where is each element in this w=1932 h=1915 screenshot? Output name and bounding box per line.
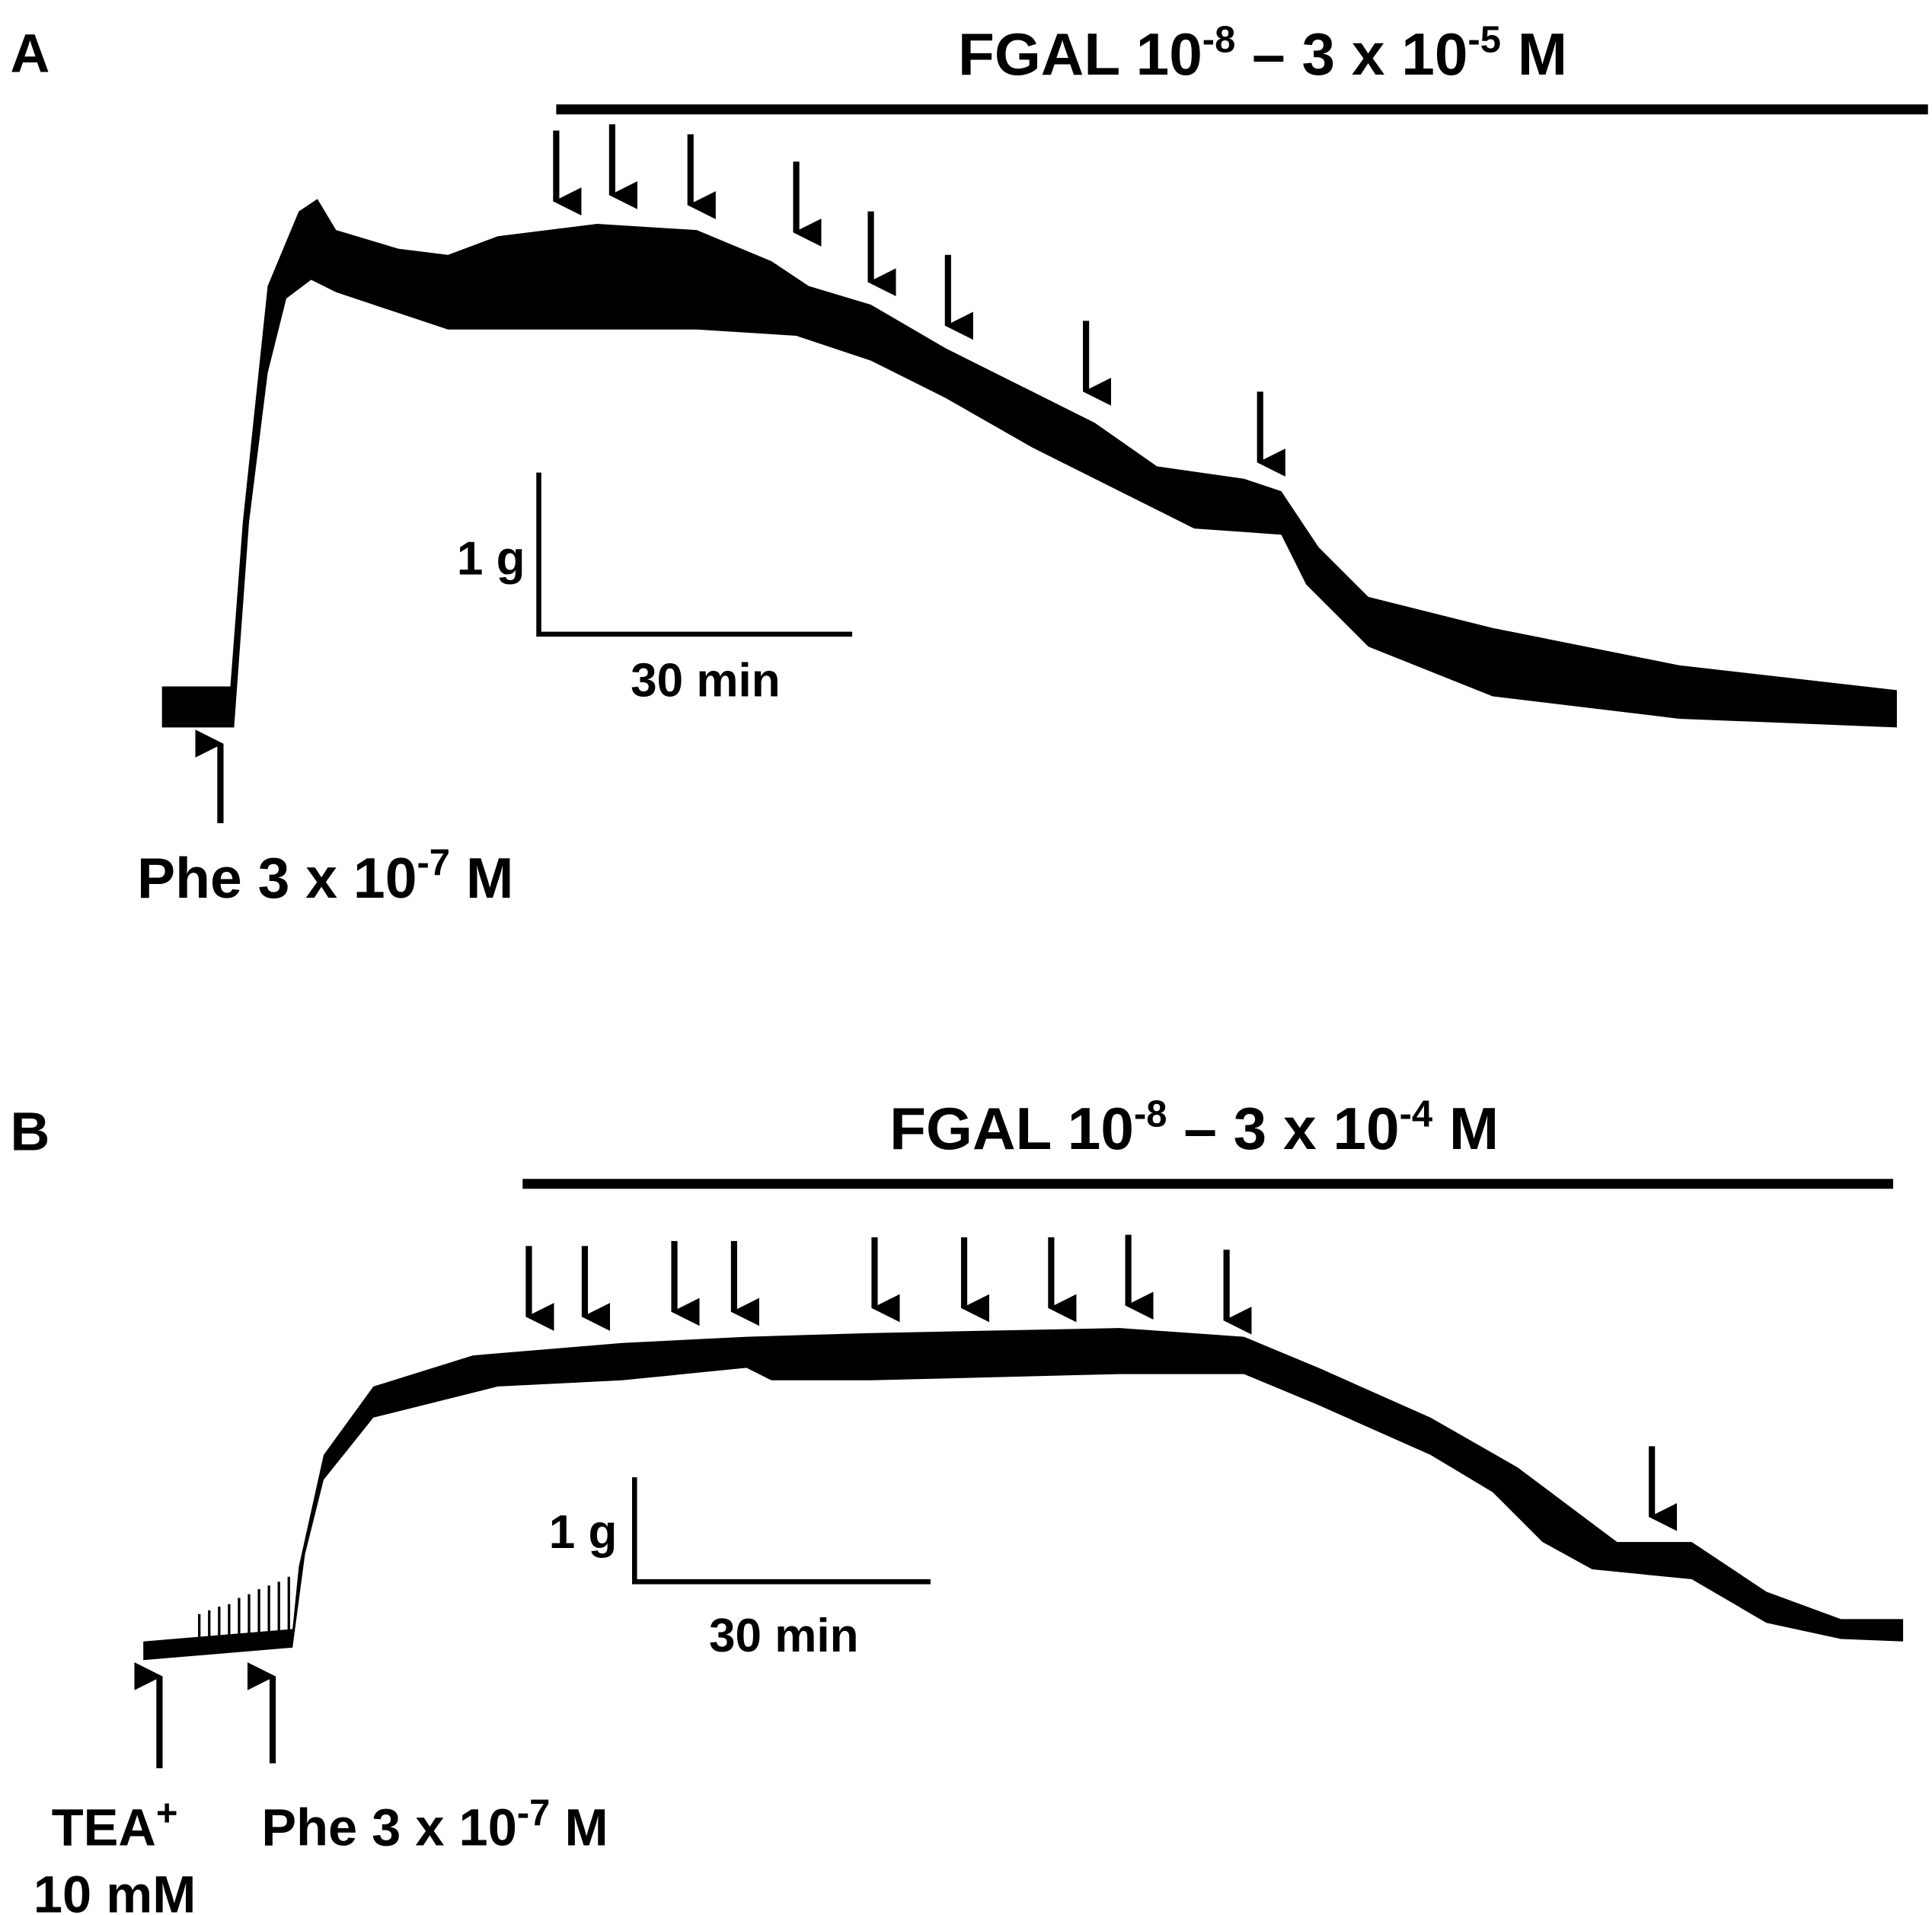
panel-label: A bbox=[10, 24, 49, 85]
text-part: FGAL 10 bbox=[958, 21, 1202, 88]
text-part: FGAL 10 bbox=[889, 1095, 1134, 1162]
text-part: M bbox=[1432, 1095, 1499, 1162]
phe-label: Phe 3 x 10-7 M bbox=[137, 843, 513, 910]
trace-spikes bbox=[198, 1576, 290, 1644]
scale-bar bbox=[632, 1477, 931, 1585]
phe-label: Phe 3 x 10-7 M bbox=[261, 1792, 608, 1856]
scale-time: 30 min bbox=[709, 1610, 859, 1662]
text-part: -5 bbox=[1467, 20, 1501, 61]
text-part: -7 bbox=[517, 1792, 551, 1834]
panel-b: B FGAL 10-8 – 3 x 10-4 M 1 g 30 min Phe … bbox=[10, 1094, 1904, 1915]
drug-label: FGAL 10-8 – 3 x 10-5 M bbox=[958, 20, 1567, 88]
tension-trace bbox=[161, 199, 1897, 728]
tension-trace bbox=[143, 1328, 1904, 1661]
text-part: -8 bbox=[1134, 1094, 1167, 1135]
tea-concentration: 10 mM bbox=[34, 1866, 196, 1915]
tea-label: TEA+ bbox=[52, 1792, 178, 1856]
text-part: TEA bbox=[52, 1799, 156, 1857]
text-part: Phe 3 x 10 bbox=[261, 1799, 517, 1857]
text-part: – 3 x 10 bbox=[1235, 21, 1467, 88]
drug-label: FGAL 10-8 – 3 x 10-4 M bbox=[889, 1094, 1499, 1162]
text-part: M bbox=[450, 846, 513, 910]
dose-arrows bbox=[195, 124, 1285, 824]
text-part: – 3 x 10 bbox=[1167, 1095, 1400, 1162]
dose-arrows bbox=[134, 1234, 1678, 1769]
scale-bar bbox=[536, 472, 853, 637]
scale-force: 1 g bbox=[549, 1506, 618, 1559]
text-part: -4 bbox=[1400, 1094, 1433, 1135]
scale-time: 30 min bbox=[631, 655, 781, 707]
text-part: Phe 3 x 10 bbox=[137, 846, 417, 910]
text-part: M bbox=[550, 1799, 608, 1857]
panel-a: A FGAL 10-8 – 3 x 10-5 M 1 g 30 min Phe … bbox=[10, 20, 1928, 910]
text-part: + bbox=[156, 1792, 178, 1834]
text-part: M bbox=[1501, 21, 1567, 88]
text-part: -8 bbox=[1202, 20, 1236, 61]
text-part: -7 bbox=[417, 843, 450, 884]
scale-force: 1 g bbox=[457, 533, 525, 586]
panel-label: B bbox=[10, 1102, 49, 1163]
